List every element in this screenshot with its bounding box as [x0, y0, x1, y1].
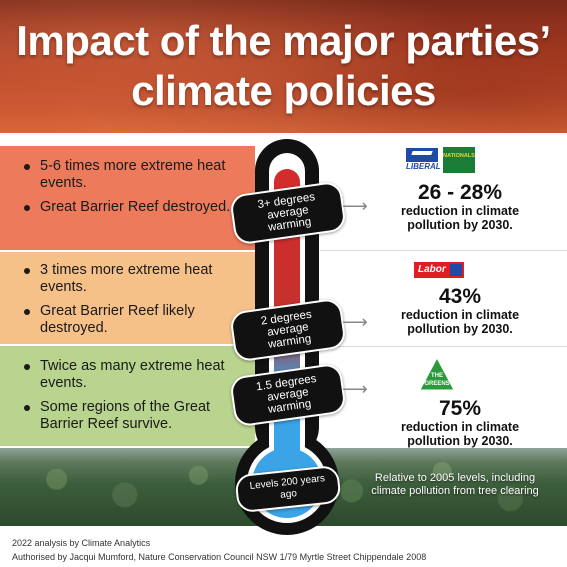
forest-note-line-1: Relative to 2005 levels, including: [374, 472, 536, 484]
warming-label-line: Levels 200 years ago: [249, 473, 326, 501]
svg-text:GREENS: GREENS: [424, 381, 449, 387]
page-title: Impact of the major parties’ climate pol…: [0, 16, 567, 116]
nationals-logo: NATIONALS: [443, 147, 475, 173]
impact-item: Great Barrier Reef likely destroyed.: [24, 303, 234, 337]
impact-list: 3 times more extreme heat events. Great …: [24, 262, 234, 344]
arrow-right-icon: ⟶: [342, 312, 368, 332]
result-text: pollution by 2030.: [407, 218, 513, 232]
impact-item: Some regions of the Great Barrier Reef s…: [24, 399, 234, 433]
impact-band-3-degrees: 5-6 times more extreme heat events. Grea…: [0, 146, 255, 250]
result-value: 43%: [438, 285, 482, 308]
liberal-logo: LIBERAL: [406, 148, 441, 174]
impact-band-2-degrees: 3 times more extreme heat events. Great …: [0, 252, 255, 344]
result-labor: 43% reduction in climate pollution by 20…: [360, 285, 560, 337]
impact-item: 5-6 times more extreme heat events.: [24, 158, 234, 192]
arrow-right-icon: ⟶: [342, 196, 368, 216]
result-value: 26 - 28%: [417, 181, 503, 204]
svg-text:THE: THE: [431, 373, 443, 379]
result-text: reduction in climate: [400, 420, 520, 434]
result-greens: 75% reduction in climate pollution by 20…: [360, 397, 560, 449]
impact-band-1-5-degrees: Twice as many extreme heat events. Some …: [0, 346, 255, 446]
result-coalition: 26 - 28% reduction in climate pollution …: [360, 181, 560, 233]
forest-note: Relative to 2005 levels, including clima…: [355, 472, 555, 498]
forest-note-line-2: climate pollution from tree clearing: [371, 485, 539, 497]
header-banner: Impact of the major parties’ climate pol…: [0, 0, 567, 133]
footer-analysis: 2022 analysis by Climate Analytics: [12, 538, 151, 548]
labor-logo: Labor: [414, 262, 464, 278]
greens-logo: THE GREENS: [419, 357, 455, 391]
footer-authorisation: Authorised by Jacqui Mumford, Nature Con…: [12, 552, 427, 562]
title-line-1: Impact of the major parties’: [16, 17, 551, 64]
impact-item: 3 times more extreme heat events.: [24, 262, 234, 296]
title-line-2: climate policies: [131, 67, 436, 114]
arrow-right-icon: ⟶: [342, 379, 368, 399]
result-text: reduction in climate: [400, 204, 520, 218]
impact-item: Twice as many extreme heat events.: [24, 358, 234, 392]
flag-icon: [450, 264, 462, 276]
impact-list: 5-6 times more extreme heat events. Grea…: [24, 158, 234, 223]
result-value: 75%: [438, 397, 482, 420]
divider: [320, 346, 567, 347]
result-text: pollution by 2030.: [407, 434, 513, 448]
impact-list: Twice as many extreme heat events. Some …: [24, 358, 234, 440]
result-text: pollution by 2030.: [407, 322, 513, 336]
impact-item: Great Barrier Reef destroyed.: [24, 199, 234, 216]
result-text: reduction in climate: [400, 308, 520, 322]
divider: [320, 250, 567, 251]
